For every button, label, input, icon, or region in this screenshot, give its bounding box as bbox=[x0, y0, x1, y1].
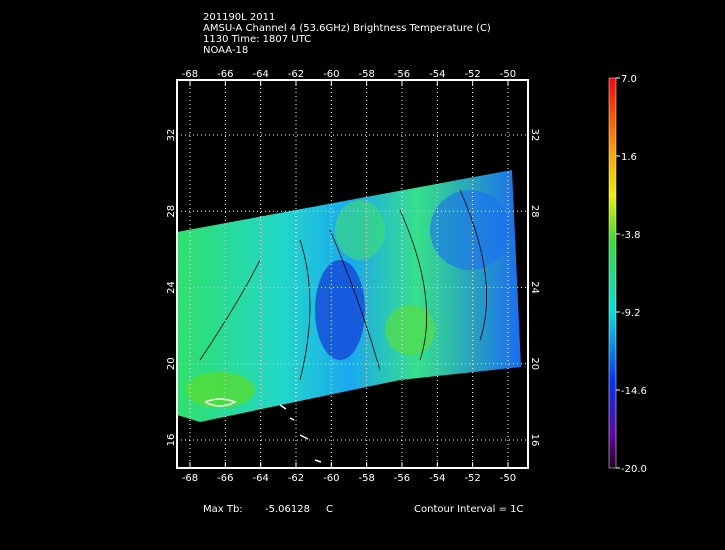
lon-label-top: -50 bbox=[500, 69, 516, 80]
header-line: 201190L 2011 bbox=[203, 12, 275, 23]
contour-interval: Contour Interval = 1C bbox=[414, 504, 524, 515]
max-value: -5.06128 bbox=[265, 504, 310, 515]
lon-label-top: -56 bbox=[394, 69, 410, 80]
lat-label-right: 16 bbox=[529, 434, 540, 447]
lon-label-bottom: -68 bbox=[182, 473, 198, 484]
lat-label-right: 20 bbox=[529, 357, 540, 370]
lat-label-right: 24 bbox=[529, 281, 540, 294]
lon-label-top: -64 bbox=[252, 69, 268, 80]
colorbar bbox=[608, 77, 617, 469]
map-frame bbox=[176, 79, 529, 469]
lat-label-left: 28 bbox=[166, 205, 177, 218]
lon-label-bottom: -58 bbox=[358, 473, 374, 484]
lon-label-bottom: -64 bbox=[252, 473, 268, 484]
satellite-field bbox=[177, 170, 521, 463]
max-unit: C bbox=[326, 504, 333, 515]
colorbar-label: -20.0 bbox=[621, 464, 647, 475]
lat-label-left: 32 bbox=[166, 129, 177, 142]
lon-label-top: -66 bbox=[217, 69, 233, 80]
lon-label-top: -68 bbox=[182, 69, 198, 80]
lon-label-top: -58 bbox=[358, 69, 374, 80]
colorbar-label: -9.2 bbox=[621, 308, 641, 319]
lon-label-bottom: -50 bbox=[500, 473, 516, 484]
lat-label-left: 24 bbox=[166, 281, 177, 294]
max-label: Max Tb: bbox=[203, 504, 243, 515]
lon-label-top: -62 bbox=[288, 69, 304, 80]
lon-label-bottom: -56 bbox=[394, 473, 410, 484]
lat-label-left: 16 bbox=[166, 434, 177, 447]
lon-label-bottom: -52 bbox=[464, 473, 480, 484]
colorbar-labels: 7.0 1.6 -3.8 -9.2 -14.6 -20.0 bbox=[616, 74, 647, 475]
lon-label-top: -52 bbox=[464, 69, 480, 80]
map-axes: -68 -68 -66 -66 -64 -64 -62 -62 -60 -60 -58 -58 -56 -… bbox=[166, 69, 540, 484]
colorbar-label: -3.8 bbox=[621, 230, 641, 241]
lon-label-top: -54 bbox=[429, 69, 445, 80]
colorbar-label: 1.6 bbox=[621, 152, 637, 163]
lon-label-bottom: -66 bbox=[217, 473, 233, 484]
header-line: 1130 Time: 1807 UTC bbox=[203, 34, 311, 45]
colorbar-label: 7.0 bbox=[621, 74, 637, 85]
header-line: NOAA-18 bbox=[203, 45, 248, 56]
lon-label-bottom: -60 bbox=[323, 473, 339, 484]
lat-label-right: 28 bbox=[529, 205, 540, 218]
lon-label-bottom: -62 bbox=[288, 473, 304, 484]
colorbar-label: -14.6 bbox=[621, 386, 647, 397]
lat-label-left: 20 bbox=[166, 357, 177, 370]
lon-label-bottom: -54 bbox=[429, 473, 445, 484]
lon-label-top: -60 bbox=[323, 69, 339, 80]
header-line: AMSU-A Channel 4 (53.6GHz) Brightness Te… bbox=[203, 23, 491, 34]
lat-label-right: 32 bbox=[529, 129, 540, 142]
